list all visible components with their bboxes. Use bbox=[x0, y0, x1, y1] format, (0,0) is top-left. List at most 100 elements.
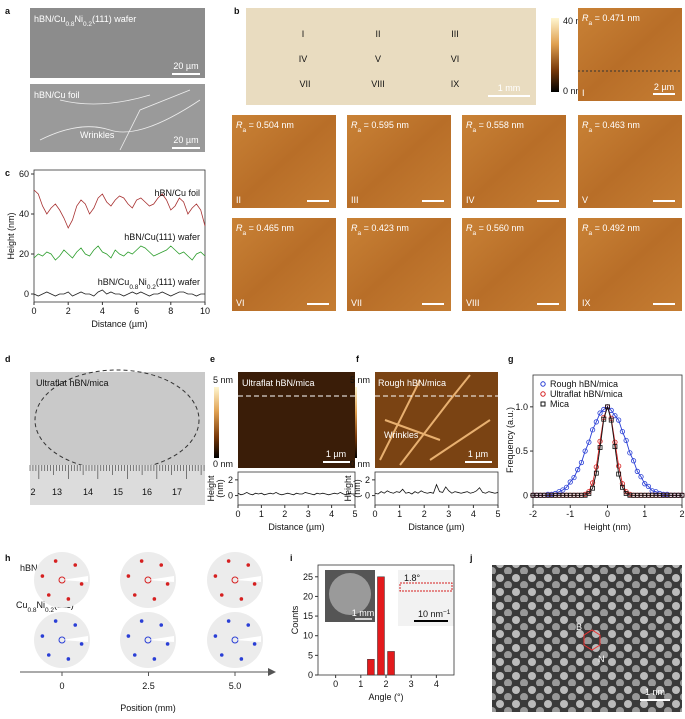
data-line bbox=[237, 491, 355, 496]
data-point bbox=[563, 484, 570, 490]
roughness-label-part: a bbox=[358, 127, 362, 134]
data-point bbox=[571, 474, 577, 481]
annotation: Wrinkles bbox=[80, 130, 115, 140]
roughness-label: Ra = 0.558 nm bbox=[466, 120, 524, 134]
image-label-part: 0.8 bbox=[66, 21, 75, 28]
region-label: VI bbox=[236, 298, 245, 308]
region-label: VII bbox=[351, 298, 362, 308]
roughness-label-part: = 0.471 nm bbox=[592, 13, 640, 23]
afm-tile bbox=[232, 115, 336, 208]
data-point bbox=[586, 491, 592, 496]
x-tick-label: 0 bbox=[372, 509, 377, 519]
x-tick-label: 0 bbox=[59, 681, 64, 691]
diffraction-spot bbox=[165, 582, 170, 586]
region-label: IV bbox=[466, 195, 475, 205]
data-point bbox=[593, 419, 599, 425]
y-tick-label: 25 bbox=[303, 572, 313, 582]
panel-label: g bbox=[508, 354, 514, 364]
legend-marker bbox=[540, 381, 546, 387]
colorbar bbox=[551, 18, 559, 92]
x-axis-label: Distance (µm) bbox=[408, 522, 464, 532]
ruler-label: 16 bbox=[142, 487, 152, 497]
x-tick-label: 1 bbox=[397, 509, 402, 519]
bar bbox=[387, 651, 395, 676]
ruler bbox=[30, 465, 205, 505]
data-point bbox=[601, 416, 607, 422]
region-label: VIII bbox=[466, 298, 480, 308]
roughness-label: Ra = 0.465 nm bbox=[236, 223, 294, 237]
y-axis-label: Height bbox=[206, 475, 216, 502]
colorbar-label: 0 nm bbox=[350, 459, 370, 469]
panel-label: b bbox=[234, 6, 240, 16]
region-label: III bbox=[351, 195, 359, 205]
data-point bbox=[627, 450, 633, 456]
data-point bbox=[560, 487, 566, 493]
y-tick-label: 0 bbox=[228, 491, 233, 501]
colorbar bbox=[214, 387, 219, 458]
roughness-label-part: R bbox=[236, 120, 243, 130]
x-axis-label: Height (nm) bbox=[584, 522, 631, 532]
ruler-label: 14 bbox=[83, 487, 93, 497]
roughness-label-part: R bbox=[582, 13, 589, 23]
x-tick-label: 4 bbox=[471, 509, 476, 519]
region-label: V bbox=[375, 54, 381, 64]
image-label-part: hBN/Cu bbox=[34, 14, 66, 24]
beam-stop-arm bbox=[62, 636, 88, 642]
x-tick-label: 3 bbox=[306, 509, 311, 519]
data-point bbox=[593, 464, 599, 470]
x-tick-label: -2 bbox=[529, 509, 537, 519]
panel-label: f bbox=[356, 354, 360, 364]
ruler-label: 17 bbox=[172, 487, 182, 497]
roughness-label-part: = 0.423 nm bbox=[361, 223, 409, 233]
afm-tile bbox=[347, 218, 451, 311]
y-tick-label: 0.5 bbox=[515, 446, 528, 456]
scale-label: 1 nm bbox=[645, 687, 665, 697]
roughness-label-part: a bbox=[589, 230, 593, 237]
ruler-label: 15 bbox=[113, 487, 123, 497]
panel-label: j bbox=[469, 553, 473, 563]
diffraction-spot bbox=[252, 582, 257, 586]
data-point bbox=[630, 458, 637, 464]
roughness-label-part: R bbox=[582, 223, 589, 233]
x-tick-label: 0 bbox=[333, 679, 338, 689]
y-tick-label: 0 bbox=[523, 490, 528, 500]
roughness-label-part: R bbox=[236, 223, 243, 233]
data-point bbox=[619, 428, 626, 435]
diffraction-spot bbox=[53, 619, 58, 623]
diffraction-spot bbox=[73, 623, 78, 627]
x-tick-label: 4 bbox=[434, 679, 439, 689]
afm-tile bbox=[578, 218, 682, 311]
roughness-label-part: R bbox=[466, 120, 473, 130]
roughness-label: Ra = 0.504 nm bbox=[236, 120, 294, 134]
panel-label: e bbox=[210, 354, 215, 364]
atom-label: B bbox=[576, 622, 582, 632]
diffraction-spot bbox=[219, 653, 224, 657]
colorbar-label: 5 nm bbox=[350, 375, 370, 385]
beam-stop-arm bbox=[148, 576, 174, 582]
data-point bbox=[567, 479, 573, 485]
data-point bbox=[638, 474, 644, 480]
hexagon bbox=[583, 629, 601, 651]
x-tick-label: -1 bbox=[566, 509, 574, 519]
legend-marker bbox=[540, 391, 546, 397]
y-tick-label: 2 bbox=[365, 475, 370, 485]
x-axis-label: Distance (µm) bbox=[268, 522, 324, 532]
scale-label: 20 µm bbox=[173, 61, 198, 71]
scale-label: 2 µm bbox=[654, 82, 674, 92]
series-label: hBN bbox=[20, 563, 38, 573]
diffraction-spot bbox=[152, 597, 157, 601]
x-tick-label: 2 bbox=[422, 509, 427, 519]
data-point bbox=[578, 459, 585, 466]
y-axis-label: Height bbox=[343, 475, 353, 502]
roughness-label-part: R bbox=[351, 120, 358, 130]
data-point bbox=[679, 492, 685, 498]
roughness-label-part: = 0.595 nm bbox=[361, 120, 409, 130]
series-label-part: 0.2 bbox=[45, 607, 54, 614]
scale-label: 10 nm−1 bbox=[418, 609, 451, 620]
wrinkle-lines bbox=[39, 89, 201, 151]
scale-label: 1 mm bbox=[498, 83, 521, 93]
image-label: Ultraflat hBN/mica bbox=[36, 378, 109, 388]
roughness-label: Ra = 0.471 nm bbox=[582, 13, 640, 27]
afm-image bbox=[375, 372, 498, 468]
x-tick-label: 5 bbox=[495, 509, 500, 519]
